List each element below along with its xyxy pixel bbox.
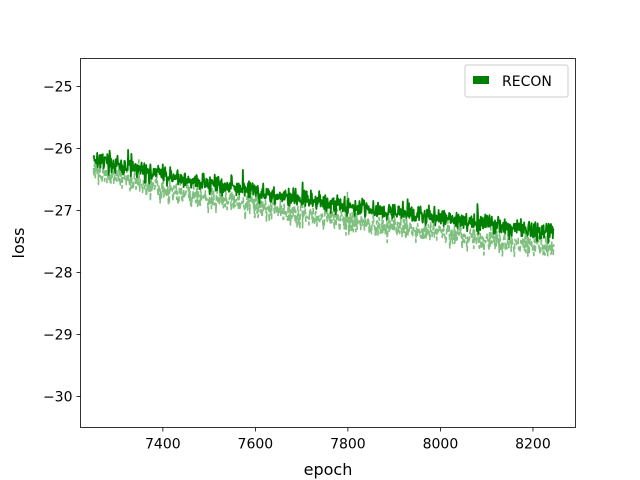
x-tick-label: 7400 — [145, 437, 181, 453]
x-tick-label: 7600 — [238, 437, 274, 453]
y-tick-label: −27 — [43, 203, 73, 219]
x-tick-label: 8000 — [423, 437, 459, 453]
x-tick-label: 8200 — [515, 437, 551, 453]
secondary-loss-line — [92, 158, 555, 258]
legend: RECON — [464, 64, 569, 98]
legend-swatch-recon — [473, 76, 489, 84]
y-tick-label: −28 — [43, 265, 73, 281]
legend-label-recon: RECON — [502, 74, 552, 90]
legend-box — [464, 64, 569, 98]
y-tick-label: −29 — [43, 327, 73, 343]
series-layer — [92, 149, 555, 258]
y-tick-label: −26 — [43, 141, 73, 157]
recon-loss-line — [92, 149, 555, 244]
y-tick-label: −25 — [43, 79, 73, 95]
x-axis-label: epoch — [304, 460, 353, 479]
plot-area-frame — [80, 58, 576, 428]
y-axis-label: loss — [9, 228, 28, 259]
y-tick-label: −30 — [43, 389, 73, 405]
x-tick-label: 7800 — [330, 437, 366, 453]
x-axis-ticks: 7400 7600 7800 8000 8200 — [145, 427, 551, 453]
y-axis-ticks: −25 −26 −27 −28 −29 −30 — [43, 79, 81, 405]
